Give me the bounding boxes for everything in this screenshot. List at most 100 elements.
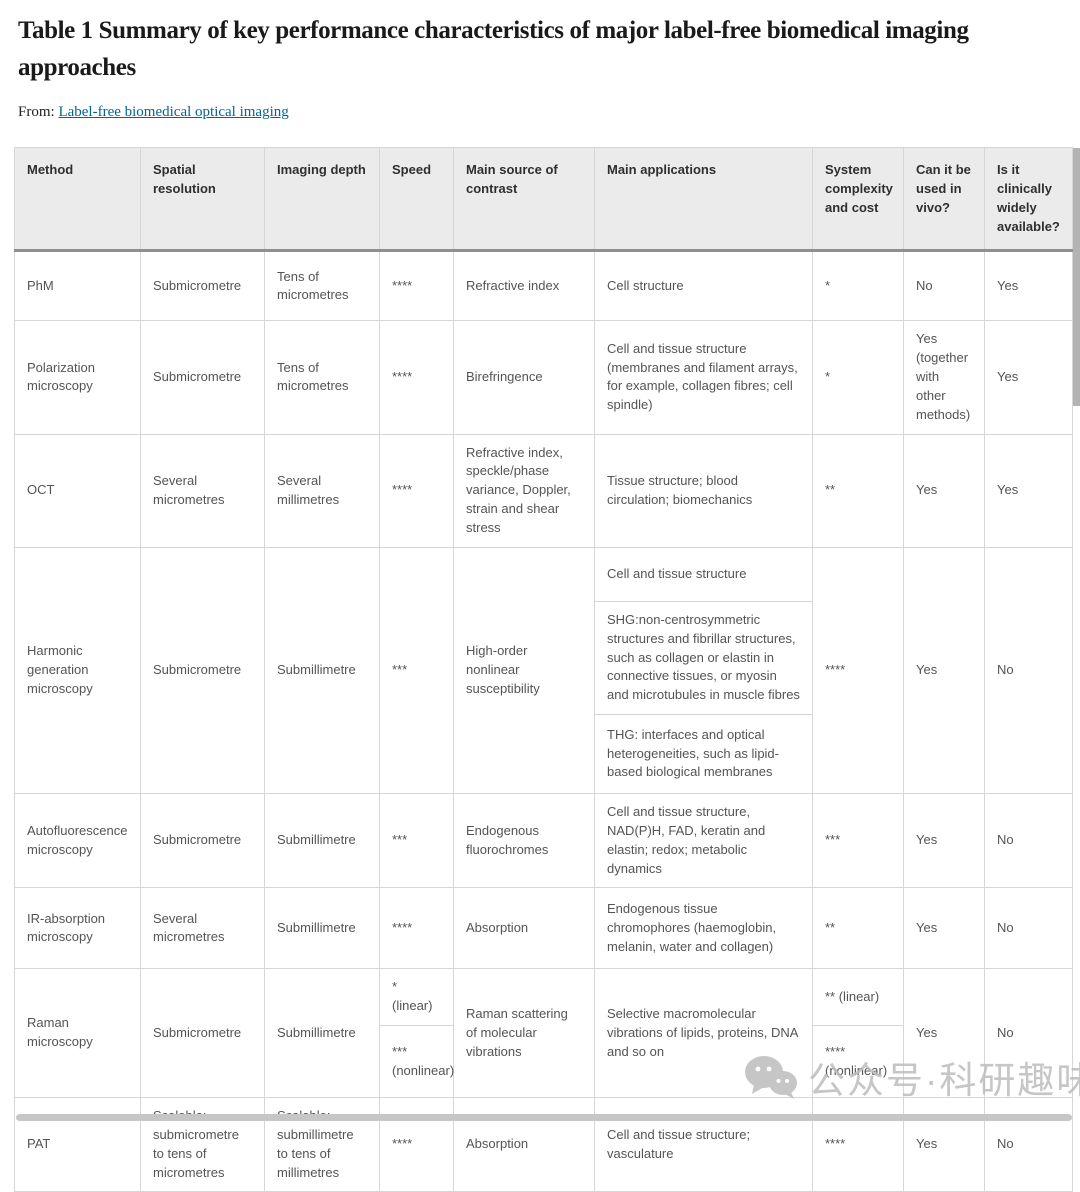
cell-clinical: No <box>984 546 1073 795</box>
table-row: Autofluorescence microscopy Submicrometr… <box>14 793 1073 889</box>
cell-contrast: Raman scattering of molecular vibrations <box>453 968 595 1099</box>
cell-contrast: Absorption <box>453 1097 595 1192</box>
cell-depth: Scalable: submillimetre to tens of milli… <box>264 1097 380 1192</box>
cell-applications-sub: Cell and tissue structure <box>594 546 813 602</box>
cell-applications: Tissue structure; blood circulation; bio… <box>594 433 813 548</box>
table-subrow: *** (nonlinear) **** (nonlinear) <box>15 1025 1073 1099</box>
table-subrow: THG: interfaces and optical heterogeneit… <box>15 714 1073 795</box>
cell-method: PAT <box>14 1097 141 1192</box>
from-label: From: <box>18 104 55 120</box>
page-title: Table 1 Summary of key performance chara… <box>18 12 1062 86</box>
header-method: Method <box>14 146 141 253</box>
table-row: OCT Several micrometres Several millimet… <box>14 433 1073 548</box>
header-main-applications: Main applications <box>594 146 813 253</box>
cell-depth: Several millimetres <box>264 433 380 548</box>
cell-spatial: Several micrometres <box>140 887 265 970</box>
cell-clinical: No <box>984 1097 1073 1192</box>
cell-complexity: * <box>812 250 904 322</box>
cell-method: IR-absorption microscopy <box>14 887 141 970</box>
cell-in-vivo: No <box>903 250 985 322</box>
title-line-1: Table 1 Summary of key performance chara… <box>18 17 969 44</box>
header-main-source-of-contrast: Main source of contrast <box>453 146 595 253</box>
table-subrow: SHG:non-centrosymmetric structures and f… <box>15 600 1073 716</box>
vertical-scrollbar-thumb[interactable] <box>1073 148 1080 406</box>
cell-spatial: Several micrometres <box>140 433 265 548</box>
cell-complexity-sub: **** (nonlinear) <box>812 1025 904 1099</box>
cell-complexity: ** <box>812 433 904 548</box>
table-row: Raman microscopy Submicrometre Submillim… <box>14 968 1073 1099</box>
cell-complexity: **** <box>812 1097 904 1192</box>
cell-depth: Submillimetre <box>264 968 380 1099</box>
cell-depth: Tens of micrometres <box>264 320 380 435</box>
table-row: PAT Scalable: submicrometre to tens of m… <box>14 1097 1073 1192</box>
cell-speed: **** <box>379 887 454 970</box>
cell-depth: Submillimetre <box>264 546 380 795</box>
cell-clinical: No <box>984 793 1073 889</box>
cell-contrast: Birefringence <box>453 320 595 435</box>
cell-depth: Submillimetre <box>264 793 380 889</box>
header-in-vivo: Can it be used in vivo? <box>903 146 985 253</box>
cell-clinical: No <box>984 887 1073 970</box>
cell-contrast: Refractive index <box>453 250 595 322</box>
performance-table: Method Spatial resolution Imaging depth … <box>14 146 1073 1192</box>
cell-clinical: Yes <box>984 320 1073 435</box>
cell-speed-sub: *** (nonlinear) <box>379 1025 454 1099</box>
cell-in-vivo: Yes <box>903 433 985 548</box>
cell-method: Harmonic generation microscopy <box>14 546 141 795</box>
cell-in-vivo: Yes <box>903 793 985 889</box>
cell-applications-sub: SHG:non-centrosymmetric structures and f… <box>594 600 813 716</box>
cell-in-vivo: Yes <box>903 887 985 970</box>
cell-depth: Submillimetre <box>264 887 380 970</box>
cell-clinical: Yes <box>984 250 1073 322</box>
cell-complexity: *** <box>812 793 904 889</box>
table-row: PhM Submicrometre Tens of micrometres **… <box>14 250 1073 322</box>
cell-in-vivo: Yes <box>903 1097 985 1192</box>
from-line: From: Label-free biomedical optical imag… <box>18 104 1062 121</box>
cell-spatial: Submicrometre <box>140 968 265 1099</box>
cell-complexity-sub: ** (linear) <box>812 968 904 1027</box>
cell-speed: **** <box>379 320 454 435</box>
cell-method: Polarization microscopy <box>14 320 141 435</box>
header-speed: Speed <box>379 146 454 253</box>
cell-method: OCT <box>14 433 141 548</box>
cell-speed: *** <box>379 793 454 889</box>
header-imaging-depth: Imaging depth <box>264 146 380 253</box>
table-row: Polarization microscopy Submicrometre Te… <box>14 320 1073 435</box>
header-spatial-resolution: Spatial resolution <box>140 146 265 253</box>
cell-method: Autofluorescence microscopy <box>14 793 141 889</box>
cell-complexity: **** <box>812 546 904 795</box>
cell-in-vivo: Yes (together with other methods) <box>903 320 985 435</box>
cell-method: PhM <box>14 250 141 322</box>
cell-contrast: High-order nonlinear susceptibility <box>453 546 595 795</box>
cell-contrast: Refractive index, speckle/phase variance… <box>453 433 595 548</box>
table-row: Harmonic generation microscopy Submicrom… <box>14 546 1073 795</box>
cell-in-vivo: Yes <box>903 546 985 795</box>
cell-clinical: No <box>984 968 1073 1099</box>
cell-speed: **** <box>379 433 454 548</box>
horizontal-scrollbar-thumb[interactable] <box>16 1114 1072 1121</box>
header-clinically-available: Is it clinically widely available? <box>984 146 1073 253</box>
cell-spatial: Submicrometre <box>140 250 265 322</box>
cell-in-vivo: Yes <box>903 968 985 1099</box>
cell-applications: Cell and tissue structure; vasculature <box>594 1097 813 1192</box>
cell-contrast: Endogenous fluorochromes <box>453 793 595 889</box>
cell-method: Raman microscopy <box>14 968 141 1099</box>
cell-speed: **** <box>379 250 454 322</box>
cell-applications: Cell and tissue structure (membranes and… <box>594 320 813 435</box>
cell-complexity: ** <box>812 887 904 970</box>
title-line-2: approaches <box>18 54 136 81</box>
cell-applications: Endogenous tissue chromophores (haemoglo… <box>594 887 813 970</box>
cell-spatial: Submicrometre <box>140 320 265 435</box>
table-row: IR-absorption microscopy Several microme… <box>14 887 1073 970</box>
cell-clinical: Yes <box>984 433 1073 548</box>
cell-spatial: Submicrometre <box>140 793 265 889</box>
cell-speed: *** <box>379 546 454 795</box>
cell-complexity: * <box>812 320 904 435</box>
header-system-complexity: System complexity and cost <box>812 146 904 253</box>
cell-applications: Cell structure <box>594 250 813 322</box>
source-article-link[interactable]: Label-free biomedical optical imaging <box>58 104 289 120</box>
cell-applications: Selective macromolecular vibrations of l… <box>594 968 813 1099</box>
cell-contrast: Absorption <box>453 887 595 970</box>
cell-speed: **** <box>379 1097 454 1192</box>
table-header-row: Method Spatial resolution Imaging depth … <box>14 146 1073 253</box>
